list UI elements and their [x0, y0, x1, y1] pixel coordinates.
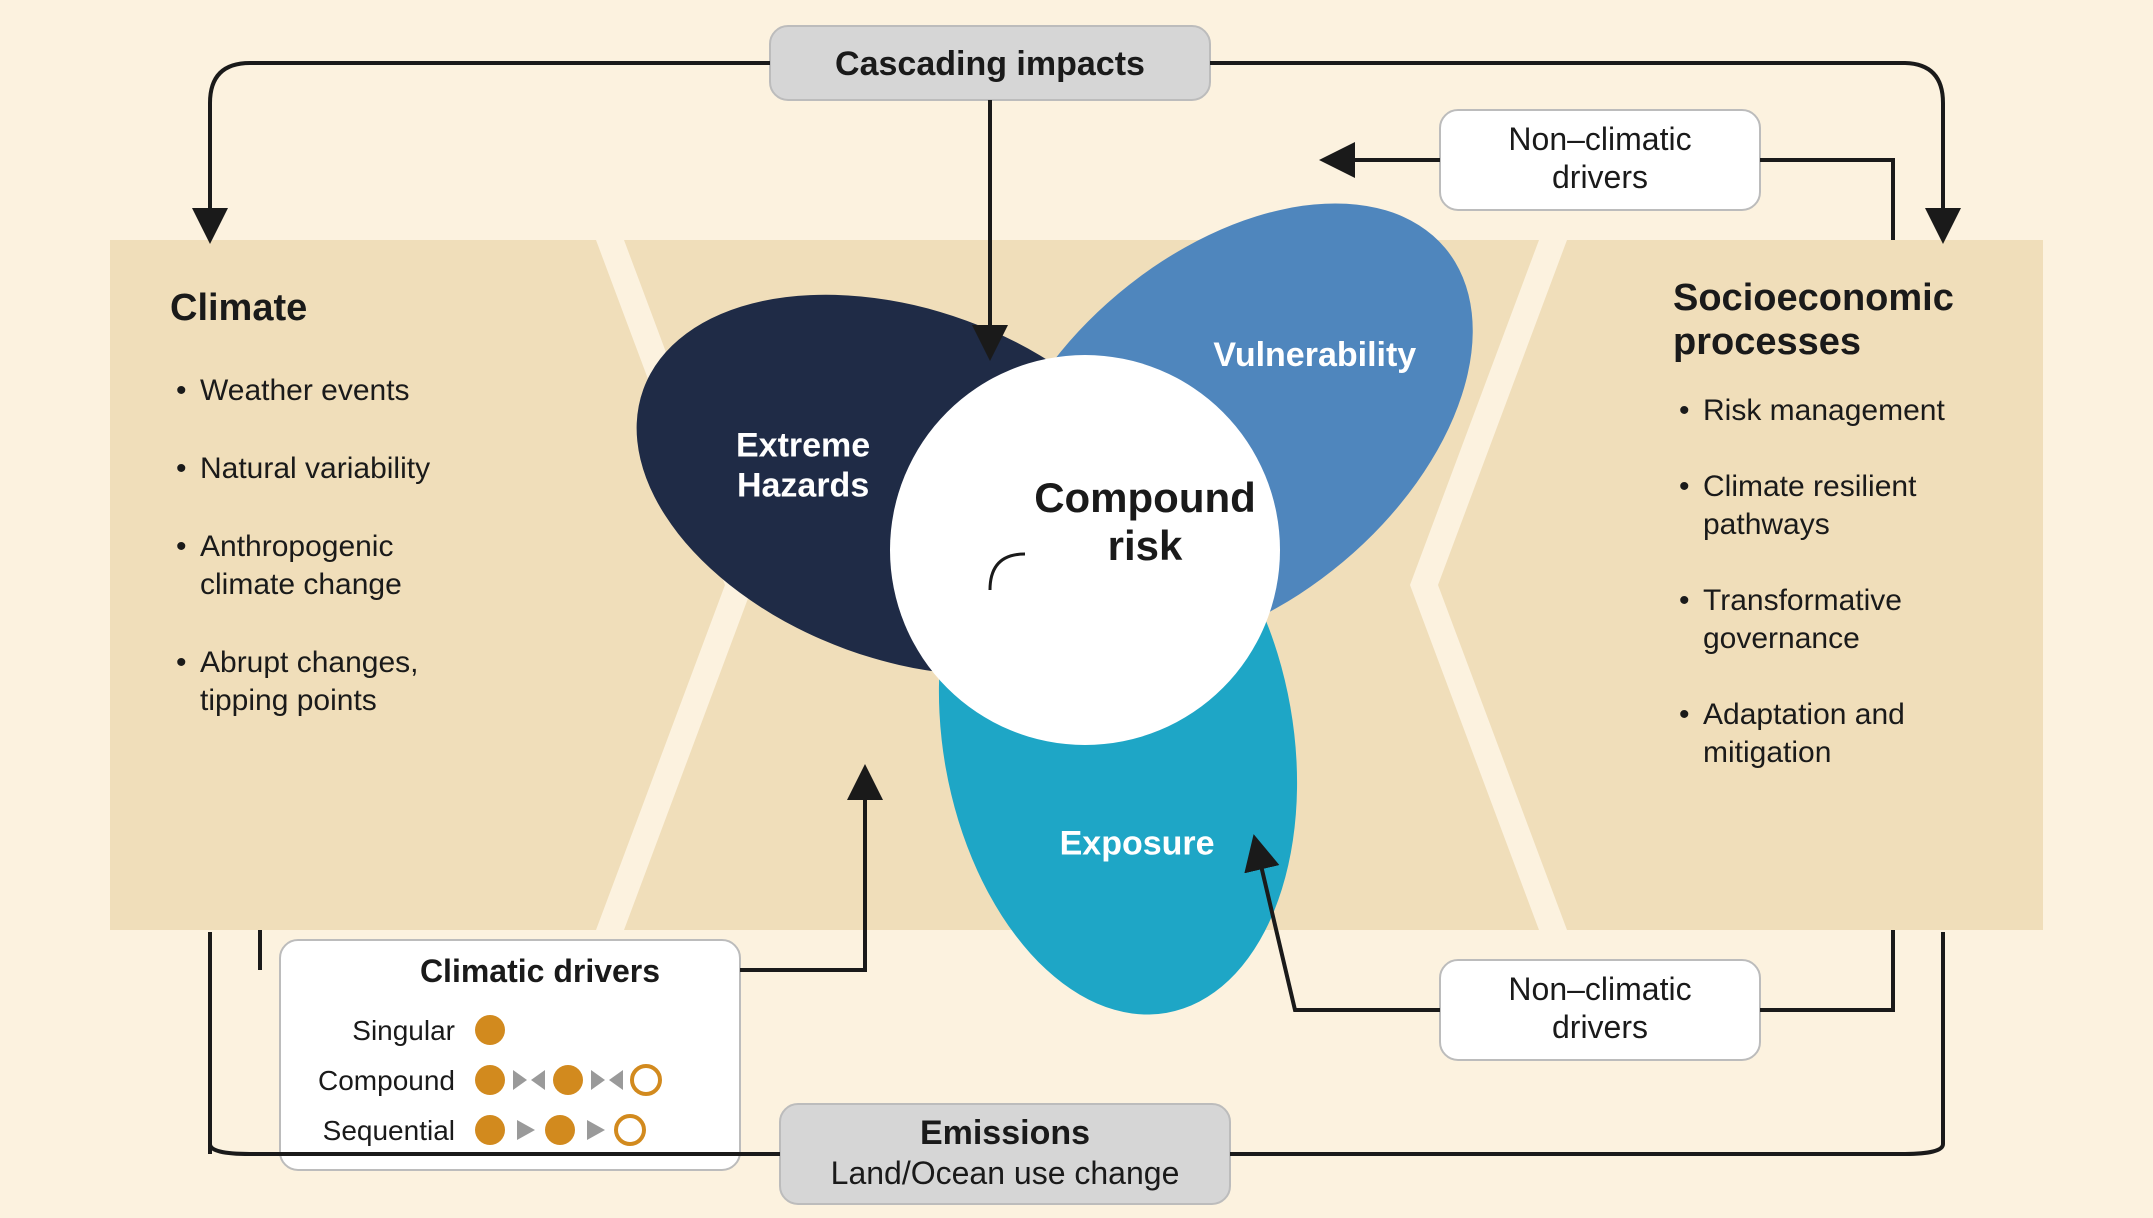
venn-petal-label: Exposure — [1060, 824, 1215, 862]
bullet-icon: • — [1679, 698, 1690, 731]
non-climatic-top-box-label-1: Non–climatic — [1508, 121, 1691, 157]
bullet-icon: • — [176, 452, 187, 485]
non-climatic-top-box-label-2: drivers — [1552, 159, 1648, 195]
climate-item: Weather events — [200, 374, 410, 407]
climate-title: Climate — [170, 287, 307, 329]
climatic-drivers-title: Climatic drivers — [420, 953, 660, 989]
non-climatic-bottom-box-label-1: Non–climatic — [1508, 971, 1691, 1007]
legend-dot-icon — [553, 1065, 583, 1095]
socio-item: Risk management — [1703, 394, 1945, 427]
climatic-driver-row-label: Singular — [352, 1015, 455, 1046]
bullet-icon: • — [176, 374, 187, 407]
bullet-icon: • — [1679, 470, 1690, 503]
emissions-label-2: Land/Ocean use change — [831, 1155, 1180, 1191]
legend-dot-icon — [475, 1115, 505, 1145]
climate-item: Natural variability — [200, 452, 430, 485]
bullet-icon: • — [176, 646, 187, 679]
legend-dot-icon — [545, 1115, 575, 1145]
bullet-icon: • — [1679, 584, 1690, 617]
bullet-icon: • — [1679, 394, 1690, 427]
venn-petal-label: Vulnerability — [1213, 336, 1416, 374]
climatic-driver-row-label: Compound — [318, 1065, 455, 1096]
bullet-icon: • — [176, 530, 187, 563]
climatic-driver-row-label: Sequential — [323, 1115, 455, 1146]
compound-risk-label: Compound — [1034, 474, 1256, 521]
non-climatic-bottom-box-label-2: drivers — [1552, 1009, 1648, 1045]
cascading-impacts-label: Cascading impacts — [835, 45, 1145, 83]
legend-dot-icon — [475, 1015, 505, 1045]
compound-risk-label-2: risk — [1108, 522, 1183, 569]
venn-center — [890, 355, 1280, 745]
legend-dot-icon — [475, 1065, 505, 1095]
emissions-label-1: Emissions — [920, 1114, 1090, 1152]
